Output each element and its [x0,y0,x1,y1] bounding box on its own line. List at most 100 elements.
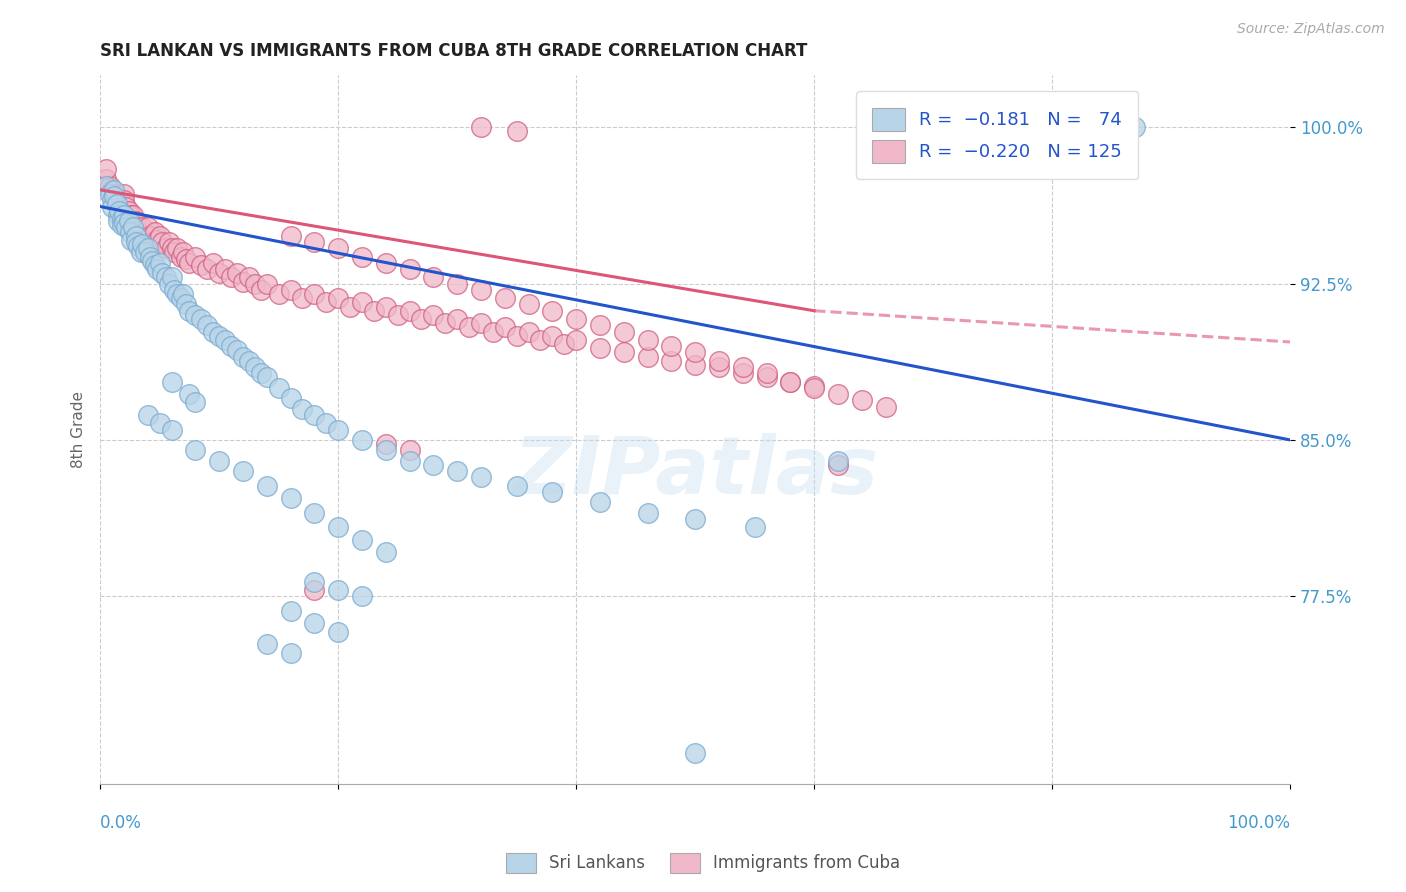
Point [256,637,278,651]
Point [139,228,162,243]
Point [149,256,172,270]
Point [517,325,540,339]
Point [779,375,801,389]
Point [190,312,212,326]
Point [589,495,612,509]
Point [387,308,409,322]
Text: ZIPatlas: ZIPatlas [513,433,877,511]
Legend: Sri Lankans, Immigrants from Cuba: Sri Lankans, Immigrants from Cuba [499,847,907,880]
Point [339,300,361,314]
Point [149,228,172,243]
Point [803,378,825,392]
Point [115,220,138,235]
Point [541,485,564,500]
Point [129,245,152,260]
Point [214,333,236,347]
Point [398,454,420,468]
Point [127,225,149,239]
Point [105,194,128,208]
Point [98,186,121,201]
Point [139,250,162,264]
Point [232,464,254,478]
Point [326,291,349,305]
Point [98,178,121,193]
Point [226,343,249,358]
Point [505,479,527,493]
Point [170,250,193,264]
Point [280,283,302,297]
Point [541,303,564,318]
Point [101,194,124,208]
Point [875,400,897,414]
Point [280,491,302,506]
Point [103,186,125,201]
Point [143,258,166,272]
Point [94,172,117,186]
Point [174,297,197,311]
Point [238,270,260,285]
Point [108,203,131,218]
Point [195,318,218,333]
Point [108,203,131,218]
Point [160,375,183,389]
Point [160,241,183,255]
Text: 100.0%: 100.0% [1227,814,1291,832]
Point [541,328,564,343]
Point [125,235,148,249]
Point [1125,120,1147,135]
Point [267,287,290,301]
Point [411,312,433,326]
Point [304,574,326,589]
Text: SRI LANKAN VS IMMIGRANTS FROM CUBA 8TH GRADE CORRELATION CHART: SRI LANKAN VS IMMIGRANTS FROM CUBA 8TH G… [100,42,807,60]
Legend: R =  −0.181   N =   74, R =  −0.220   N = 125: R = −0.181 N = 74, R = −0.220 N = 125 [856,91,1139,179]
Point [470,283,492,297]
Point [125,220,148,235]
Point [707,359,730,374]
Point [565,333,588,347]
Point [166,241,188,255]
Point [1064,120,1087,135]
Point [141,253,163,268]
Point [107,208,129,222]
Point [304,287,326,301]
Point [172,287,194,301]
Point [374,443,396,458]
Point [184,443,207,458]
Point [256,479,278,493]
Point [350,533,373,547]
Point [446,277,468,291]
Point [470,470,492,484]
Point [470,316,492,330]
Point [166,287,188,301]
Point [637,350,659,364]
Point [256,277,278,291]
Point [125,214,148,228]
Point [707,353,730,368]
Point [170,291,193,305]
Point [494,291,516,305]
Point [160,270,183,285]
Point [350,295,373,310]
Point [94,178,117,193]
Point [163,283,186,297]
Point [155,241,177,255]
Point [744,520,766,534]
Point [118,214,141,228]
Point [529,333,551,347]
Point [589,341,612,355]
Point [304,616,326,631]
Point [803,381,825,395]
Point [146,233,169,247]
Point [136,241,159,255]
Point [115,200,138,214]
Point [304,408,326,422]
Point [731,359,754,374]
Point [326,582,349,597]
Point [827,458,849,472]
Point [470,120,492,135]
Point [280,646,302,660]
Point [304,235,326,249]
Point [304,506,326,520]
Point [110,219,132,233]
Point [125,228,148,243]
